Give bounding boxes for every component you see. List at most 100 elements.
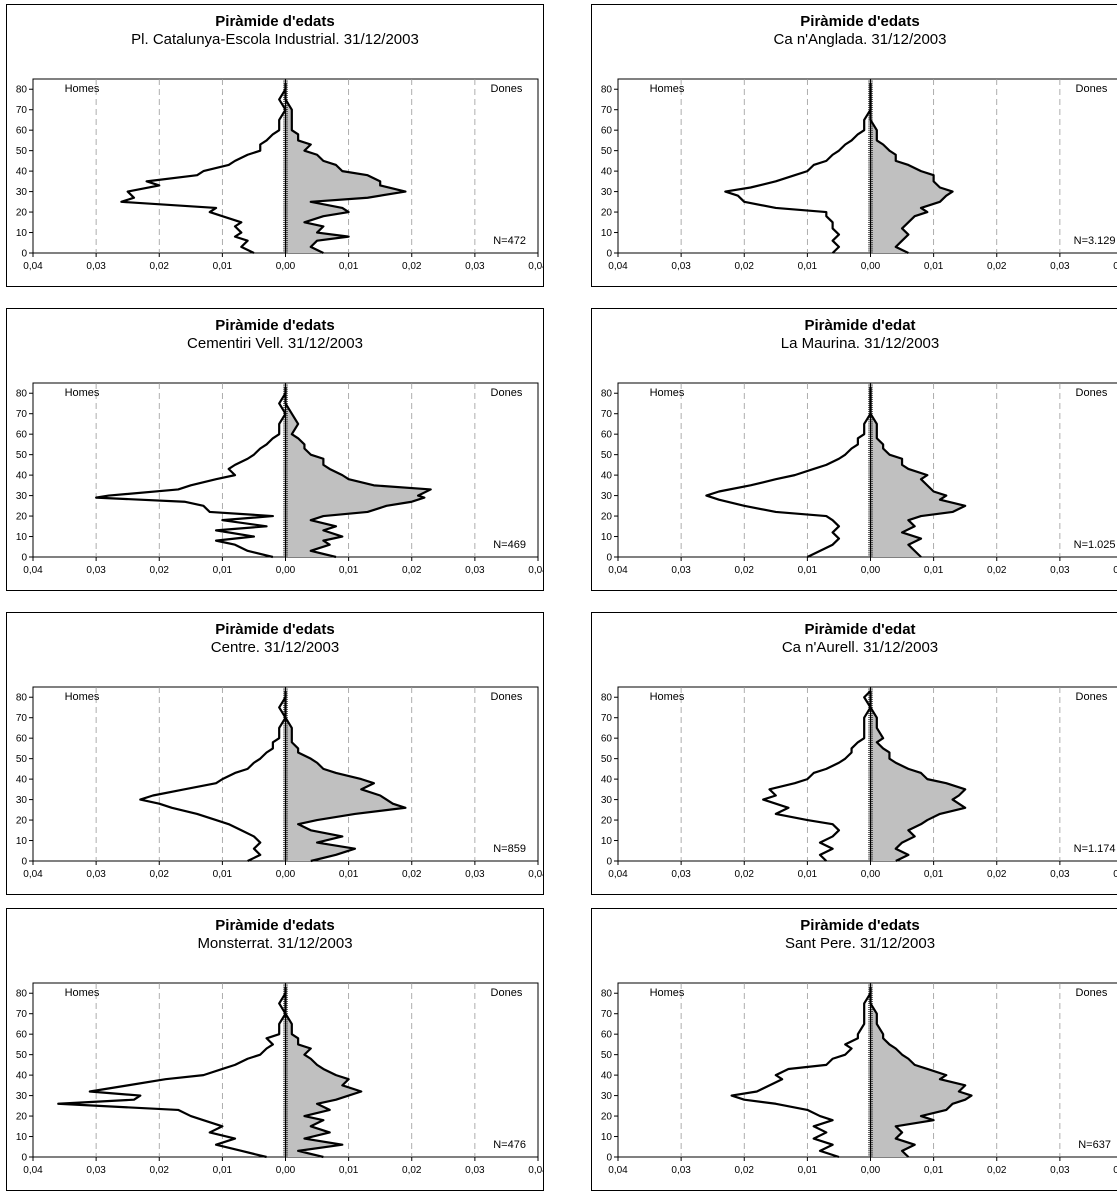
y-tick-label: 70 — [601, 105, 613, 116]
chart-svg: 0,040,030,020,010,000,010,020,030,040102… — [601, 982, 1117, 1176]
x-tick-label: 0,01 — [339, 565, 359, 576]
y-tick-label: 80 — [601, 389, 613, 400]
women-label: Dones — [1076, 987, 1108, 999]
x-tick-label: 0,04 — [1113, 1165, 1117, 1176]
chart-title: Piràmide d'edats — [215, 621, 335, 638]
x-tick-label: 0,03 — [465, 1165, 485, 1176]
chart-subtitle: Monsterrat. 31/12/2003 — [197, 935, 353, 952]
chart-subtitle: Ca n'Aurell. 31/12/2003 — [781, 639, 939, 656]
y-tick-label: 10 — [16, 532, 28, 543]
y-tick-label: 20 — [601, 816, 613, 827]
y-tick-label: 60 — [16, 126, 28, 137]
x-tick-label: 0,04 — [528, 869, 543, 880]
y-tick-label: 60 — [601, 430, 613, 441]
y-tick-label: 40 — [16, 167, 28, 178]
men-label: Homes — [650, 987, 685, 999]
women-area — [870, 83, 953, 253]
x-tick-label: 0,01 — [339, 1165, 359, 1176]
chart-svg: 0,040,030,020,010,000,010,020,030,040102… — [16, 382, 543, 576]
y-tick-label: 0 — [606, 249, 612, 260]
x-tick-label: 0,03 — [465, 869, 485, 880]
x-tick-label: 0,00 — [276, 1165, 296, 1176]
x-tick-label: 0,02 — [735, 1165, 755, 1176]
x-tick-label: 0,03 — [465, 565, 485, 576]
x-tick-label: 0,01 — [798, 565, 818, 576]
y-tick-label: 80 — [16, 389, 28, 400]
y-tick-label: 70 — [16, 409, 28, 420]
y-tick-label: 60 — [601, 126, 613, 137]
men-label: Homes — [65, 83, 100, 95]
men-label: Homes — [650, 387, 685, 399]
x-tick-label: 0,04 — [23, 565, 43, 576]
women-label: Dones — [491, 987, 523, 999]
y-tick-label: 20 — [601, 512, 613, 523]
y-tick-label: 60 — [601, 734, 613, 745]
y-tick-label: 50 — [16, 450, 28, 461]
x-tick-label: 0,03 — [465, 261, 485, 272]
x-tick-label: 0,03 — [86, 565, 106, 576]
women-area — [870, 691, 966, 861]
y-tick-label: 70 — [601, 409, 613, 420]
x-tick-label: 0,04 — [1113, 565, 1117, 576]
x-tick-label: 0,02 — [735, 261, 755, 272]
y-tick-label: 80 — [601, 693, 613, 704]
x-tick-label: 0,04 — [23, 869, 43, 880]
women-label: Dones — [1076, 83, 1108, 95]
women-area — [285, 387, 431, 557]
x-tick-label: 0,01 — [924, 1165, 944, 1176]
chart-panel-1: Piràmide d'edats Ca n'Anglada. 31/12/200… — [591, 4, 1117, 287]
chart-svg: 0,040,030,020,010,000,010,020,030,040102… — [16, 982, 543, 1176]
chart-subtitle: Centre. 31/12/2003 — [210, 639, 340, 656]
x-tick-label: 0,03 — [86, 261, 106, 272]
x-tick-label: 0,00 — [861, 1165, 881, 1176]
plot-area — [617, 382, 1117, 558]
men-line — [139, 691, 287, 862]
x-tick-label: 0,04 — [1113, 869, 1117, 880]
chart-panel-2: Piràmide d'edats Cementiri Vell. 31/12/2… — [6, 308, 544, 591]
y-tick-label: 40 — [601, 471, 613, 482]
y-tick-label: 30 — [601, 491, 613, 502]
y-tick-label: 40 — [16, 1071, 28, 1082]
x-tick-label: 0,02 — [987, 565, 1007, 576]
x-tick-label: 0,03 — [86, 869, 106, 880]
y-tick-label: 30 — [601, 1091, 613, 1102]
women-line — [869, 987, 973, 1158]
x-tick-label: 0,00 — [276, 565, 296, 576]
chart-subtitle: Cementiri Vell. 31/12/2003 — [187, 335, 363, 352]
n-label: N=472 — [493, 235, 526, 247]
y-tick-label: 30 — [16, 491, 28, 502]
n-label: N=859 — [493, 843, 526, 855]
chart-svg: 0,040,030,020,010,000,010,020,030,040102… — [601, 78, 1117, 272]
women-line — [284, 691, 407, 863]
women-line — [284, 987, 363, 1159]
y-tick-label: 0 — [21, 249, 27, 260]
y-tick-label: 0 — [21, 857, 27, 868]
chart-title: Piràmide d'edats — [215, 13, 335, 30]
plot-area — [617, 686, 1117, 862]
plot-area — [617, 982, 1117, 1158]
y-tick-label: 30 — [601, 187, 613, 198]
x-tick-label: 0,03 — [671, 261, 691, 272]
men-line — [730, 987, 872, 1159]
women-area — [285, 83, 406, 253]
y-tick-label: 20 — [16, 208, 28, 219]
chart-panel-6: Piràmide d'edats Monsterrat. 31/12/2003 … — [6, 908, 544, 1191]
women-line — [869, 691, 967, 862]
chart-title: Piràmide d'edats — [800, 13, 920, 30]
x-tick-label: 0,03 — [671, 869, 691, 880]
chart-panel-5: Piràmide d'edat Ca n'Aurell. 31/12/2003 … — [591, 612, 1117, 895]
x-tick-label: 0,04 — [608, 869, 628, 880]
chart-title: Piràmide d'edat — [804, 317, 916, 334]
x-tick-label: 0,02 — [987, 1165, 1007, 1176]
y-tick-label: 40 — [601, 775, 613, 786]
x-tick-label: 0,02 — [150, 261, 170, 272]
n-label: N=1.174 — [1074, 843, 1116, 855]
y-tick-label: 50 — [601, 754, 613, 765]
y-tick-label: 40 — [601, 1071, 613, 1082]
x-tick-label: 0,01 — [213, 1165, 233, 1176]
x-tick-label: 0,02 — [735, 869, 755, 880]
y-tick-label: 60 — [16, 430, 28, 441]
women-area — [870, 987, 972, 1157]
n-label: N=3.129 — [1074, 235, 1116, 247]
chart-svg: 0,040,030,020,010,000,010,020,030,040102… — [601, 382, 1117, 576]
